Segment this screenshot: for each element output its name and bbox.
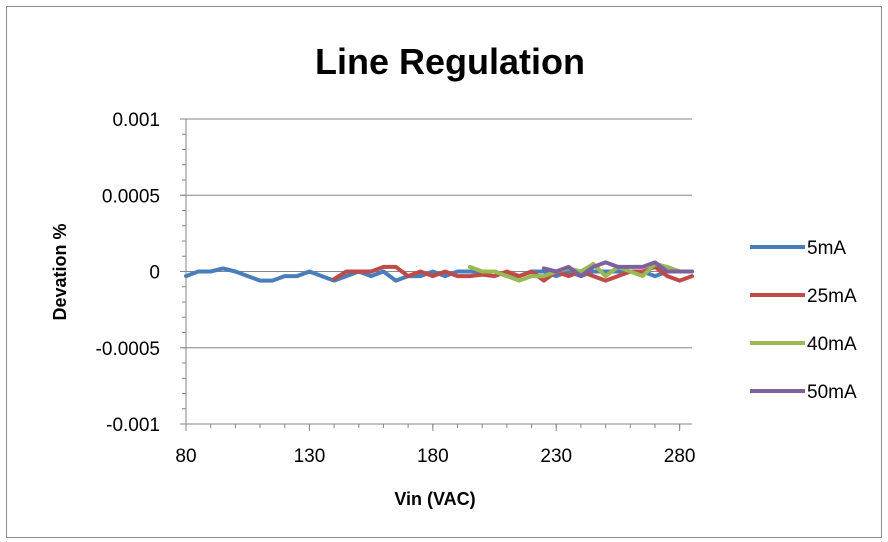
x-tick-label: 280 [664,446,696,467]
legend-label-5mA: 5mA [807,238,846,259]
legend: 5mA 25mA 40mA 50mA [750,238,857,403]
y-axis-title: Devation % [50,223,70,320]
x-tick-label: 80 [175,446,196,467]
x-tick-label: 130 [294,446,326,467]
chart-title: Line Regulation [315,41,585,82]
series-line-50mA [541,260,694,279]
y-tick-labels: 0.001 0.0005 0 -0.0005 -0.001 [96,110,160,436]
y-tick-label: 0.0005 [102,186,160,207]
axes [180,118,692,431]
legend-label-40mA: 40mA [807,334,857,355]
x-tick-label: 180 [417,446,449,467]
legend-label-50mA: 50mA [807,382,857,403]
legend-label-25mA: 25mA [807,286,857,307]
x-tick-labels: 80 130 180 230 280 [175,446,695,467]
y-tick-label: -0.001 [106,415,160,436]
x-axis-title: Vin (VAC) [394,489,475,509]
x-tick-label: 230 [540,446,572,467]
y-tick-label: 0 [149,263,160,284]
series-lines [184,260,694,283]
y-tick-label: 0.001 [112,110,160,131]
y-tick-label: -0.0005 [96,339,160,360]
